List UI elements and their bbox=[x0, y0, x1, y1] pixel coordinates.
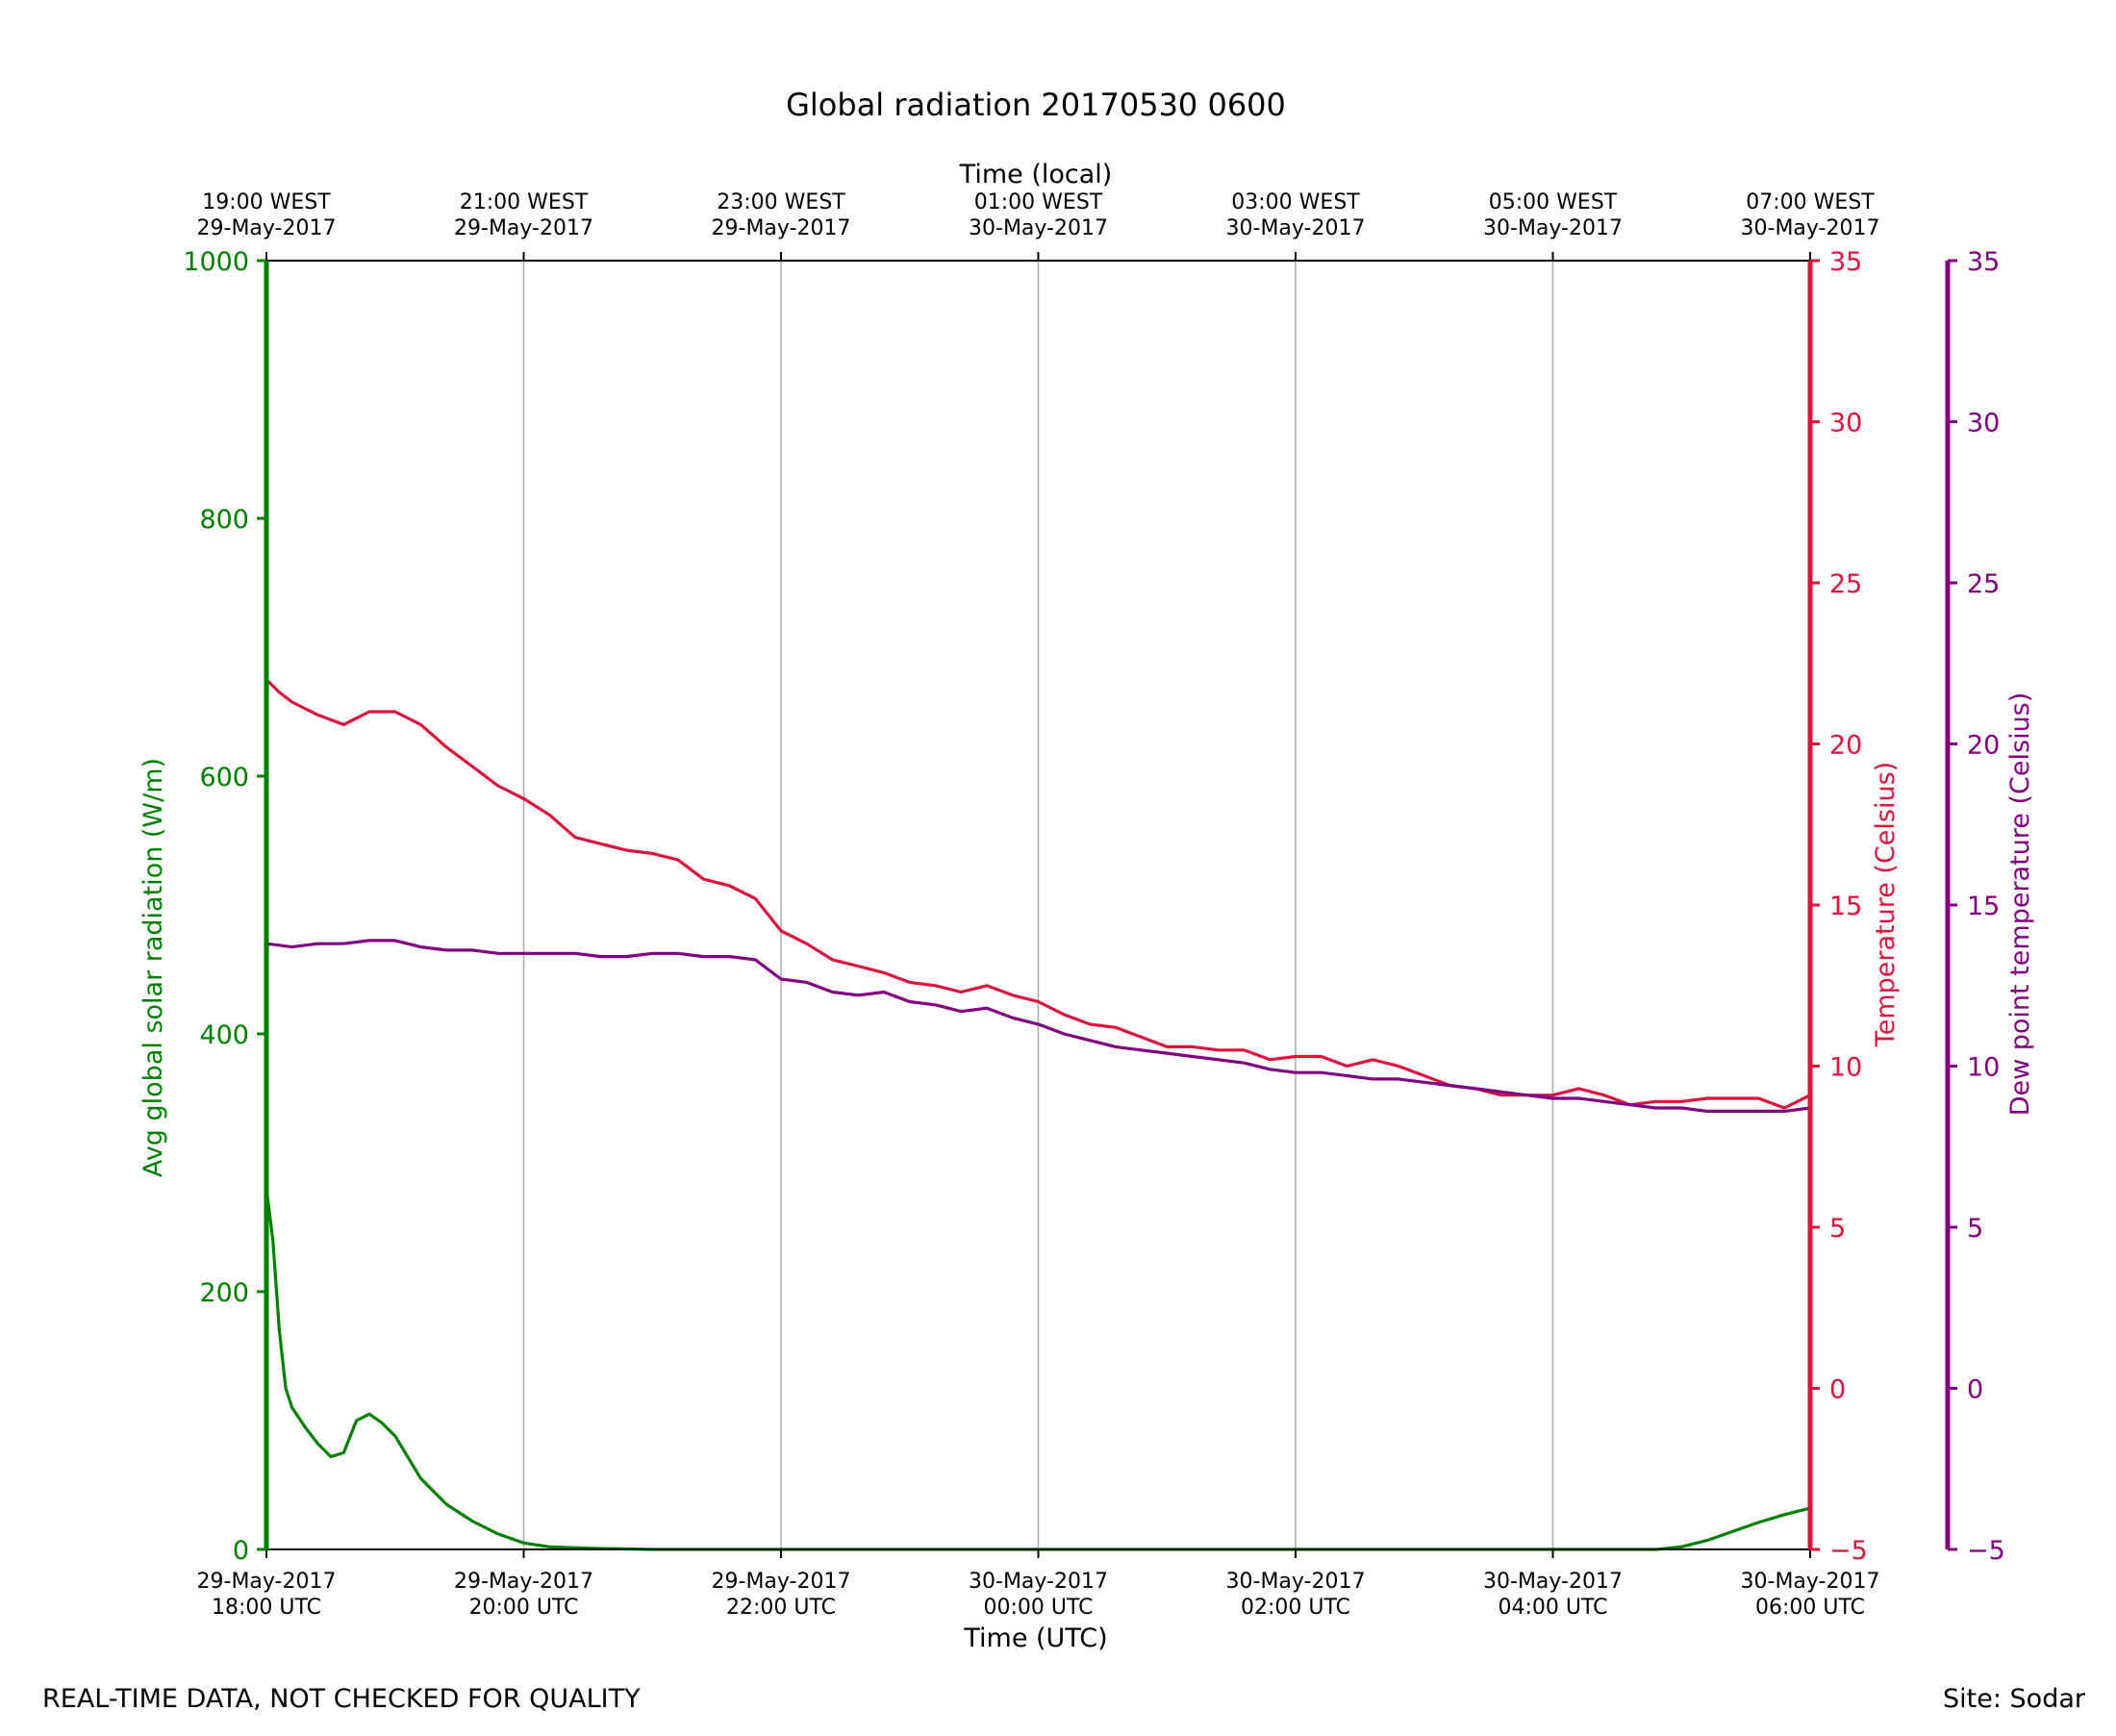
y-tick-label-temperature: 10 bbox=[1829, 1053, 1862, 1083]
y-tick-label-temperature: 15 bbox=[1829, 892, 1862, 921]
grid-layer bbox=[522, 261, 1554, 1549]
x2-tick-label-time: 03:00 WEST bbox=[1231, 190, 1360, 214]
y-tick-label-dewpoint: −5 bbox=[1967, 1536, 2005, 1566]
y-tick-label-radiation: 800 bbox=[199, 505, 249, 535]
x-tick-label-date: 29-May-2017 bbox=[454, 1570, 593, 1594]
y-tick-label-dewpoint: 10 bbox=[1967, 1053, 2000, 1083]
x2-tick-label-time: 23:00 WEST bbox=[717, 190, 845, 214]
x2-tick-label-date: 30-May-2017 bbox=[1741, 216, 1880, 240]
x2-tick-label-date: 29-May-2017 bbox=[454, 216, 593, 240]
x-tick-label-time: 20:00 UTC bbox=[468, 1596, 578, 1620]
y-tick-label-dewpoint: 15 bbox=[1967, 892, 2000, 921]
y-tick-label-temperature: 0 bbox=[1829, 1375, 1846, 1405]
top-axis-title: Time (local) bbox=[959, 160, 1113, 189]
y-tick-label-dewpoint: 0 bbox=[1967, 1375, 1983, 1405]
x-tick-label-time: 00:00 UTC bbox=[983, 1596, 1093, 1620]
left-axis-title: Avg global solar radiation (W/m) bbox=[139, 758, 168, 1177]
y-tick-label-radiation: 0 bbox=[233, 1536, 249, 1566]
temperature-axis-title: Temperature (Celsius) bbox=[1871, 762, 1901, 1047]
series-line-temperature bbox=[264, 677, 1812, 1110]
y-tick-label-temperature: 20 bbox=[1829, 731, 1862, 761]
y-tick-label-temperature: 30 bbox=[1829, 409, 1862, 439]
y-tick-label-dewpoint: 5 bbox=[1967, 1214, 1983, 1244]
x-tick-label-time: 06:00 UTC bbox=[1755, 1596, 1865, 1620]
site-label: Site: Sodar bbox=[1943, 1684, 2086, 1714]
x-tick-label-time: 18:00 UTC bbox=[212, 1596, 321, 1620]
y-tick-label-dewpoint: 30 bbox=[1967, 409, 2000, 439]
x2-tick-label-time: 19:00 WEST bbox=[202, 190, 331, 214]
x-tick-label-date: 30-May-2017 bbox=[969, 1570, 1108, 1594]
x-tick-label-date: 30-May-2017 bbox=[1226, 1570, 1366, 1594]
x-tick-label-date: 29-May-2017 bbox=[197, 1570, 337, 1594]
x-tick-label-date: 30-May-2017 bbox=[1483, 1570, 1623, 1594]
series-line-dewpoint bbox=[264, 939, 1812, 1113]
x-tick-label-time: 04:00 UTC bbox=[1498, 1596, 1607, 1620]
x2-tick-label-date: 29-May-2017 bbox=[197, 216, 337, 240]
y-tick-label-temperature: 25 bbox=[1829, 569, 1862, 599]
y-tick-label-radiation: 200 bbox=[199, 1278, 249, 1308]
y-tick-label-radiation: 600 bbox=[199, 763, 249, 793]
y-tick-label-temperature: −5 bbox=[1829, 1536, 1868, 1566]
y-tick-label-dewpoint: 20 bbox=[1967, 731, 2000, 761]
y-tick-label-radiation: 400 bbox=[199, 1020, 249, 1050]
x2-tick-label-date: 30-May-2017 bbox=[1226, 216, 1366, 240]
y-tick-label-temperature: 5 bbox=[1829, 1214, 1846, 1244]
y-tick-label-dewpoint: 25 bbox=[1967, 569, 2000, 599]
x-tick-label-date: 30-May-2017 bbox=[1741, 1570, 1880, 1594]
x2-tick-label-time: 01:00 WEST bbox=[974, 190, 1103, 214]
x-tick-label-date: 29-May-2017 bbox=[712, 1570, 851, 1594]
x2-tick-label-date: 30-May-2017 bbox=[969, 216, 1108, 240]
x2-tick-label-time: 07:00 WEST bbox=[1746, 190, 1875, 214]
dewpoint-axis-title: Dew point temperature (Celsius) bbox=[2005, 692, 2035, 1117]
quality-notice: REAL-TIME DATA, NOT CHECKED FOR QUALITY bbox=[42, 1684, 641, 1714]
y-tick-label-dewpoint: 35 bbox=[1967, 247, 2000, 277]
x-tick-label-time: 02:00 UTC bbox=[1241, 1596, 1350, 1620]
chart-title: Global radiation 20170530 0600 bbox=[786, 87, 1286, 123]
x-tick-label-time: 22:00 UTC bbox=[726, 1596, 836, 1620]
y-tick-label-radiation: 1000 bbox=[183, 247, 249, 277]
y-tick-label-temperature: 35 bbox=[1829, 247, 1862, 277]
x2-tick-label-date: 29-May-2017 bbox=[712, 216, 851, 240]
x2-tick-label-time: 21:00 WEST bbox=[460, 190, 589, 214]
x2-tick-label-date: 30-May-2017 bbox=[1483, 216, 1623, 240]
x2-tick-label-time: 05:00 WEST bbox=[1489, 190, 1618, 214]
bottom-axis-title: Time (UTC) bbox=[963, 1623, 1107, 1653]
